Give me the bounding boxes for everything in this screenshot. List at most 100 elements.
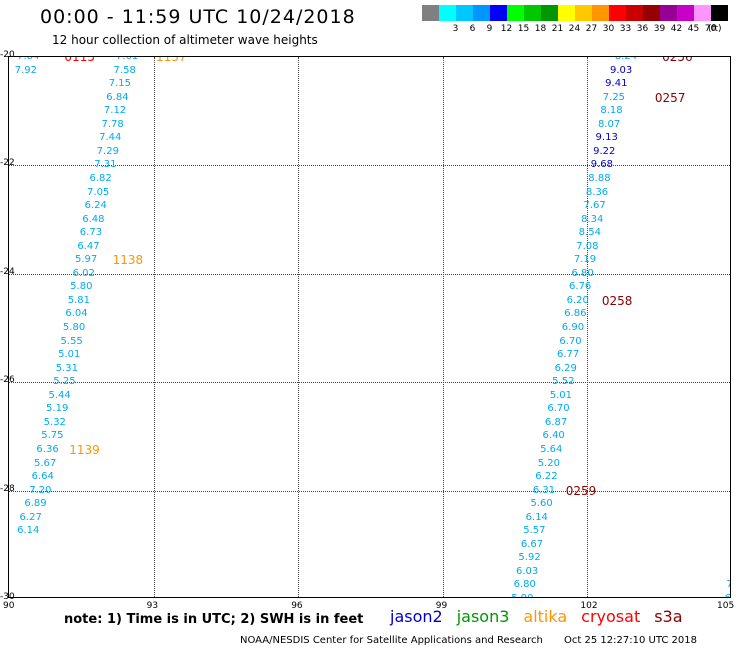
map-subtitle: 12 hour collection of altimeter wave hei… xyxy=(52,33,318,47)
scale-label: 9 xyxy=(486,24,493,34)
wave-height-value: 6.22 xyxy=(535,471,558,483)
wave-height-value: 6. xyxy=(725,594,730,598)
wave-height-value: 8.36 xyxy=(585,186,609,198)
lon-tick-label: 99 xyxy=(435,601,448,611)
scale-swatch xyxy=(541,5,558,21)
pass-time-label: 0259 xyxy=(565,483,597,498)
wave-height-value: 7.12 xyxy=(103,105,127,117)
wave-height-value: 7.20 xyxy=(29,484,52,496)
wave-height-value: 6.02 xyxy=(72,267,95,279)
legend-item-altika: altika xyxy=(523,607,568,626)
wave-height-value: 7.15 xyxy=(108,78,131,90)
wave-height-value: 6.20 xyxy=(566,294,589,306)
wave-height-value: 7.25 xyxy=(602,91,626,103)
lon-tick-label: 93 xyxy=(146,601,159,611)
map-plot-area[interactable]: 7.61 7.58 7.15 6.84 7.12 7.78 7.44 7.29 7.31 6.82… xyxy=(8,56,731,598)
wave-height-value: 6.64 xyxy=(31,471,54,483)
wave-height-value: 7.92 xyxy=(14,64,37,76)
lon-tick-label: 105 xyxy=(717,601,735,611)
wave-height-value: 5.20 xyxy=(537,457,560,469)
scale-swatch xyxy=(558,5,575,21)
wave-height-value: 9.03 xyxy=(609,64,633,76)
wave-height-value: 6.14 xyxy=(17,525,40,537)
wave-height-value: 8.54 xyxy=(578,227,601,239)
wave-height-value: 6.73 xyxy=(79,227,103,239)
wave-height-value: 6.80 xyxy=(571,267,594,279)
scale-label: 30 xyxy=(602,24,615,34)
wave-height-value: 5.57 xyxy=(523,525,546,537)
wave-height-value: 9.13 xyxy=(595,132,618,144)
wave-height-value: 7.19 xyxy=(573,254,597,266)
wave-height-value: 5.25 xyxy=(53,376,76,388)
lon-tick-label: 90 xyxy=(3,601,15,611)
wave-height-value: 7.84 xyxy=(17,56,40,62)
wave-height-value: 6.86 xyxy=(564,308,587,320)
wave-height-value: 5.90 xyxy=(511,594,533,598)
grid-line-lon xyxy=(153,57,155,597)
scale-label: 39 xyxy=(653,24,666,34)
grid-line-lat xyxy=(9,273,730,275)
scale-label: 21 xyxy=(551,24,564,34)
scale-swatch xyxy=(524,5,541,21)
scale-swatch xyxy=(677,5,694,21)
wave-height-value: 6.90 xyxy=(561,322,585,333)
footer: NOAA/NESDIS Center for Satellite Applica… xyxy=(240,635,697,646)
scale-swatch xyxy=(660,5,677,21)
scale-label: 33 xyxy=(619,24,632,34)
scale-swatch xyxy=(643,5,660,21)
wave-height-value: 6.82 xyxy=(89,172,112,184)
wave-height-value: 9.22 xyxy=(593,145,616,157)
wave-height-value: 6.84 xyxy=(106,91,129,103)
lat-tick-label: -30 xyxy=(0,592,15,602)
wave-height-value: 5.75 xyxy=(41,430,64,442)
grid-line-lon xyxy=(442,57,444,597)
wave-height-value: 6.70 xyxy=(559,335,582,347)
wave-height-value: 7.05 xyxy=(87,186,110,198)
wave-height-value: 6.89 xyxy=(24,498,47,510)
wave-height-value: 6.04 xyxy=(65,308,88,320)
grid-line-lon xyxy=(298,57,300,597)
footer-timestamp: Oct 25 12:27:10 UTC 2018 xyxy=(564,635,697,646)
lat-tick-label: -24 xyxy=(0,266,15,277)
lon-tick-label: 96 xyxy=(291,601,303,611)
scale-swatch xyxy=(609,5,626,21)
wave-height-value: 8.88 xyxy=(588,172,611,184)
wave-height-value: 6.48 xyxy=(82,213,105,225)
legend-item-jason2: jason2 xyxy=(390,607,443,626)
wave-height-value: 6.80 xyxy=(513,579,536,591)
wave-height-value: 5.92 xyxy=(518,552,541,564)
scale-swatch xyxy=(575,5,592,21)
scale-swatch xyxy=(456,5,473,21)
wave-height-value: 7.44 xyxy=(99,132,122,144)
grid-line-lat xyxy=(9,165,730,167)
scale-label: 42 xyxy=(670,24,683,34)
scale-swatch xyxy=(422,5,439,21)
pass-time-label: 1138 xyxy=(112,253,144,268)
wave-height-value: 8.34 xyxy=(581,213,604,225)
wave-height-value: 5.55 xyxy=(60,335,83,347)
wave-height-value: 6.14 xyxy=(525,511,548,523)
scale-label: 70 xyxy=(704,24,717,34)
legend-item-cryosat: cryosat xyxy=(581,607,641,626)
wave-height-value: 6.27 xyxy=(19,511,42,523)
wave-height-value: 5.52 xyxy=(552,376,575,388)
footer-credit: NOAA/NESDIS Center for Satellite Applica… xyxy=(240,635,543,646)
map-title: 00:00 - 11:59 UTC 10/24/2018 xyxy=(40,6,356,28)
wave-height-value: 7 xyxy=(726,580,730,590)
wave-height-value: 5.44 xyxy=(48,389,71,401)
wave-height-value: 7.67 xyxy=(583,200,606,212)
wave-height-value: 6.77 xyxy=(556,349,580,361)
wave-height-value: 7.08 xyxy=(576,240,599,252)
scale-swatch xyxy=(592,5,609,21)
wave-height-value: 5.31 xyxy=(55,362,78,374)
grid-line-lat xyxy=(9,490,730,492)
wave-height-value: 6.87 xyxy=(544,416,568,428)
scale-swatch xyxy=(711,5,728,21)
scale-swatch xyxy=(626,5,643,21)
wave-height-value: 6.24 xyxy=(84,200,107,212)
satellite-legend: jason2 jason3 altika cryosat s3a xyxy=(390,607,697,626)
wave-height-value: 5.81 xyxy=(67,294,91,306)
lat-tick-label: -26 xyxy=(0,375,15,386)
wave-height-value: 6.03 xyxy=(516,565,539,577)
pass-time-label: 0256 xyxy=(662,56,693,64)
